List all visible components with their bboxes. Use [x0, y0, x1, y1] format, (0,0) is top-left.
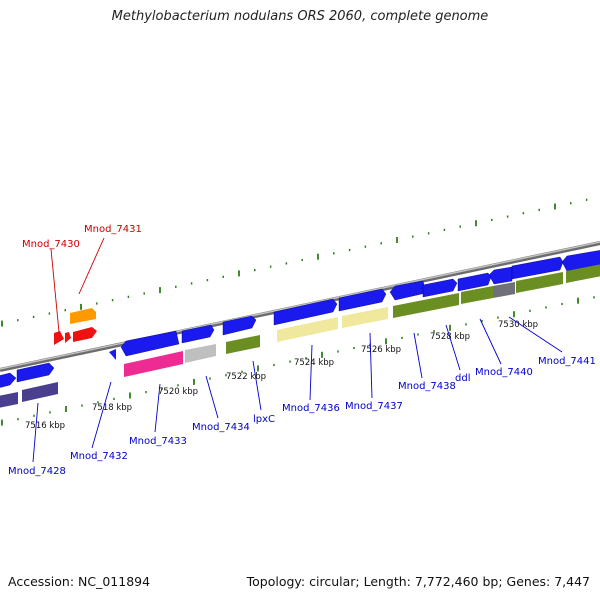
gene-block[interactable]	[226, 335, 260, 354]
leader-lines	[32, 237, 563, 463]
gene-block[interactable]	[22, 382, 58, 402]
gene-arrow[interactable]	[54, 331, 64, 345]
gene-arrow[interactable]	[65, 332, 71, 343]
accession-text: Accession: NC_011894	[8, 574, 151, 589]
gene-block[interactable]	[124, 351, 183, 377]
gene-arrow[interactable]	[109, 349, 116, 360]
gene-arrow[interactable]	[273, 298, 338, 326]
gene-block[interactable]	[461, 286, 493, 304]
scale-label: 7516 kbp	[25, 421, 65, 431]
gene-block[interactable]	[516, 272, 563, 293]
gene-block[interactable]	[393, 293, 459, 318]
gene-arrow[interactable]	[73, 327, 97, 342]
gene-labels: Mnod_7428 Mnod_7430 Mnod_7431 Mnod_7432 …	[8, 224, 596, 477]
gene-label-mnod-7441[interactable]: Mnod_7441	[538, 356, 596, 367]
gene-label-mnod-7433[interactable]: Mnod_7433	[129, 436, 187, 447]
gene-arrow[interactable]	[120, 330, 180, 357]
gene-label-mnod-7436[interactable]: Mnod_7436	[282, 403, 340, 414]
genome-title: Methylobacterium nodulans ORS 2060, comp…	[111, 9, 489, 24]
gene-block[interactable]	[342, 307, 388, 328]
gene-label-mnod-7440[interactable]: Mnod_7440	[475, 367, 533, 378]
gene-arrow[interactable]	[0, 372, 17, 388]
gene-label-mnod-7437[interactable]: Mnod_7437	[345, 401, 403, 412]
gene-label-lpxc[interactable]: lpxC	[253, 414, 275, 425]
gene-arrow[interactable]	[511, 256, 564, 280]
gene-label-mnod-7432[interactable]: Mnod_7432	[70, 451, 128, 462]
gene-block[interactable]	[185, 344, 216, 363]
gene-label-mnod-7438[interactable]: Mnod_7438	[398, 381, 456, 392]
gene-arrow[interactable]	[181, 324, 215, 344]
backbone	[0, 240, 600, 373]
gene-label-mnod-7434[interactable]: Mnod_7434	[192, 422, 250, 433]
scale-label: 7524 kbp	[294, 358, 334, 368]
gene-arrow[interactable]	[561, 250, 600, 272]
gene-label-mnod-7430[interactable]: Mnod_7430	[22, 239, 80, 250]
scale-label: 7526 kbp	[361, 345, 401, 355]
genome-summary-text: Topology: circular; Length: 7,772,460 bp…	[246, 574, 590, 589]
gene-arrow[interactable]	[338, 288, 387, 312]
tick-marks	[1, 198, 595, 426]
gene-block[interactable]	[493, 282, 515, 298]
gene-arrow[interactable]	[457, 272, 492, 292]
scale-label: 7530 kbp	[498, 320, 538, 330]
gene-block[interactable]	[0, 392, 18, 408]
gene-block[interactable]	[566, 264, 600, 283]
gene-arrow[interactable]	[70, 308, 96, 324]
gene-label-mnod-7431[interactable]: Mnod_7431	[84, 224, 142, 235]
scale-label: 7522 kbp	[226, 372, 266, 382]
gene-label-mnod-7428[interactable]: Mnod_7428	[8, 466, 66, 477]
gene-arrow[interactable]	[222, 315, 257, 336]
gene-label-ddl[interactable]: ddl	[455, 373, 470, 384]
gene-features	[0, 250, 600, 408]
gene-arrow[interactable]	[16, 362, 55, 383]
scale-label: 7518 kbp	[92, 403, 132, 413]
gene-block[interactable]	[277, 317, 338, 342]
gene-arrow[interactable]	[422, 278, 458, 298]
scale-label: 7520 kbp	[158, 387, 198, 397]
gene-arrow[interactable]	[389, 280, 427, 301]
gene-arrow[interactable]	[488, 266, 513, 285]
